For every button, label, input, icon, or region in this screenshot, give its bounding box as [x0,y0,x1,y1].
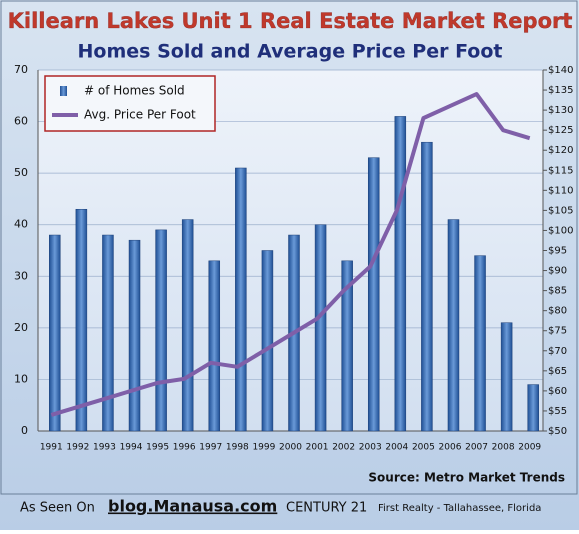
footer-brand: CENTURY 21 [286,501,367,516]
x-tick-label: 2003 [359,443,382,453]
x-tick-label: 2009 [518,443,541,453]
x-tick-label: 1999 [252,443,275,453]
bar [394,116,407,432]
x-tick-label: 1995 [146,443,169,453]
x-tick-label: 1991 [40,443,63,453]
bar [155,229,167,432]
bar [527,384,539,432]
bar [474,255,486,432]
x-tick-label: 2005 [412,443,435,453]
bar [49,234,61,432]
bar [500,322,513,432]
y2-tick-label: $50 [548,426,567,437]
bar [235,167,247,432]
y-tick-label: 70 [14,63,28,76]
y2-tick-label: $110 [548,185,573,196]
bar [102,234,114,432]
y2-tick-label: $135 [548,85,573,96]
bar [128,239,141,432]
footer-prefix: As Seen On [20,501,95,516]
y2-tick-label: $85 [548,286,567,297]
bar [261,250,274,432]
y-tick-label: 10 [14,372,28,385]
y2-tick-label: $140 [548,65,573,76]
x-tick-label: 2006 [439,443,462,453]
legend-swatch [60,86,67,96]
x-tick-label: 1993 [93,443,116,453]
line [50,92,531,417]
x-tick-label: 2000 [279,443,302,453]
chart-subtitle: Homes Sold and Average Price Per Foot [78,41,503,63]
y2-tick-label: $120 [548,145,573,156]
y-tick-label: 60 [14,115,28,128]
bar [367,157,380,432]
y2-tick-label: $90 [548,266,567,277]
x-tick-label: 1997 [199,443,222,453]
y-tick-label: 0 [21,424,28,437]
frame [0,0,578,495]
x-tick-label: 1996 [173,443,196,453]
y-tick-label: 30 [14,269,28,282]
x-tick-label: 2002 [332,443,355,453]
bar [314,224,327,432]
y2-tick-label: $100 [548,225,573,236]
y2-tick-label: $75 [548,326,567,337]
bar [75,208,88,432]
x-tick-label: 2007 [465,443,488,453]
x-tick-label: 1994 [120,443,143,453]
y2-tick-label: $80 [548,306,567,317]
footer-site: blog.Manausa.com [108,497,277,516]
legend [44,75,216,132]
y2-tick-label: $60 [548,386,567,397]
bar [447,219,460,432]
y2-tick-label: $55 [548,406,567,417]
chart-title: Killearn Lakes Unit 1 Real Estate Market… [8,9,573,33]
y-tick-label: 50 [14,166,28,179]
bar [421,141,433,432]
y2-tick-label: $70 [548,346,567,357]
y2-tick-label: $130 [548,105,573,116]
y-tick-label: 40 [14,218,28,231]
x-tick-label: 2004 [385,443,408,453]
y2-tick-label: $105 [548,205,573,216]
y-tick-label: 20 [14,321,28,334]
y2-tick-label: $115 [548,165,573,176]
source: Source: Metro Market Trends [368,471,565,485]
y2-tick-label: $65 [548,366,567,377]
legend-label: # of Homes Sold [84,84,185,98]
x-tick-label: 2008 [492,443,515,453]
x-tick-label: 1992 [66,443,89,453]
y2-tick-label: $95 [548,246,567,257]
footer-office: First Realty - Tallahassee, Florida [378,503,541,514]
bar [181,219,194,432]
legend-label: Avg. Price Per Foot [84,108,196,122]
x-tick-label: 1998 [226,443,249,453]
x-tick-label: 2001 [306,443,329,453]
y2-tick-label: $125 [548,125,573,136]
bar [341,260,353,432]
bar [208,260,221,432]
